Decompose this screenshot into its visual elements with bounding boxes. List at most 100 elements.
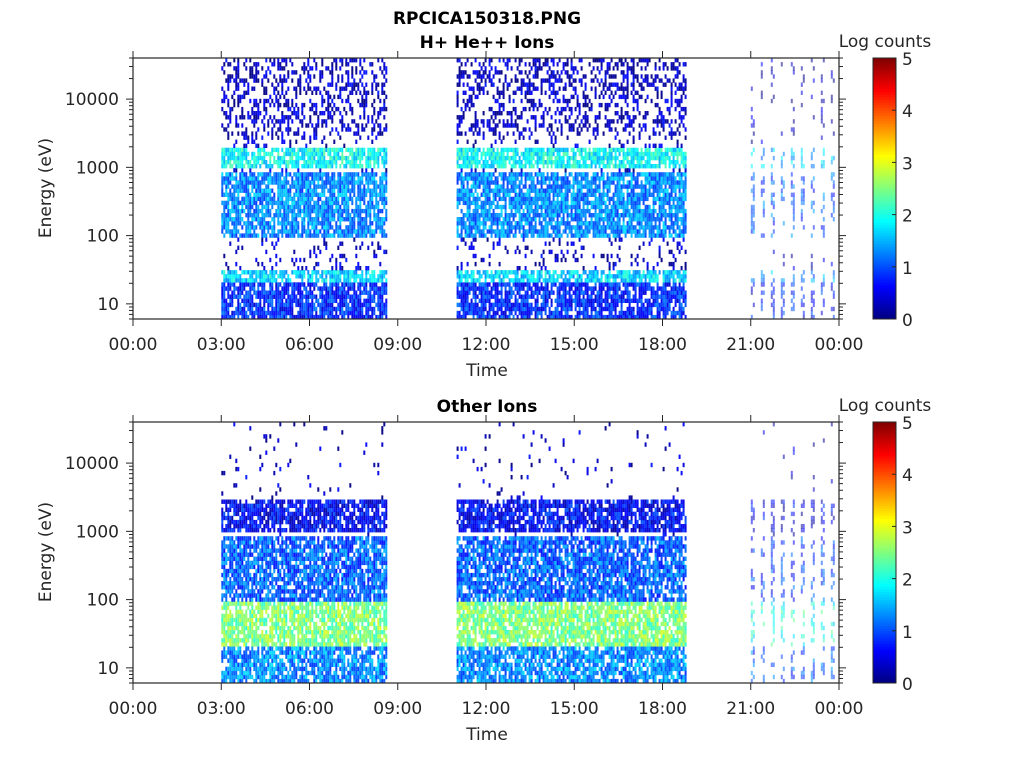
spectrogram-cell [544,217,547,222]
spectrogram-cell [349,286,352,291]
spectrogram-cell [468,106,471,112]
spectrogram-cell [293,106,296,112]
spectrogram-cell [474,180,477,185]
spectrogram-cell [277,192,280,197]
spectrogram-cell [247,294,250,299]
spectrogram-cell [313,131,316,136]
spectrogram-cell [482,135,485,140]
spectrogram-cell [303,135,306,140]
spectrogram-cell [381,192,384,197]
spectrogram-cell [251,172,254,177]
spectrogram-cell [329,225,332,230]
spectrogram-cell [351,188,354,193]
spectrogram-cell [466,282,469,287]
spectrogram-cell [560,274,563,279]
spectrogram-cell [299,204,302,210]
spectrogram-cell [351,298,354,303]
spectrogram-cell [556,310,559,316]
spectrogram-cell [257,221,260,226]
spectrogram-cell [500,160,503,165]
spectrogram-cell [291,147,294,153]
spectrogram-cell [458,274,461,279]
spectrogram-cell [502,119,505,124]
spectrogram-cell [329,196,332,202]
spectrogram-cell [564,82,567,87]
spectrogram-cell [528,282,531,287]
spectrogram-cell [514,221,517,226]
spectrogram-cell [552,184,555,189]
spectrogram-cell [488,310,491,316]
spectrogram-cell [514,111,517,116]
spectrogram-cell [325,106,328,112]
spectrogram-cell [498,172,501,177]
spectrogram-cell [524,62,527,67]
spectrogram-cell [335,62,338,67]
spectrogram-cell [383,147,386,153]
spectrogram-cell [462,192,465,197]
spectrogram-cell [379,286,382,291]
spectrogram-cell [329,115,332,120]
spectrogram-cell [261,282,264,287]
spectrogram-cell [548,290,551,295]
spectrogram-cell [492,196,495,202]
spectrogram-cell [488,229,491,234]
spectrogram-cell [496,270,499,275]
spectrogram-cell [279,204,282,210]
spectrogram-cell [241,176,244,181]
spectrogram-cell [261,221,264,226]
spectrogram-cell [291,204,294,210]
spectrogram-cell [558,237,561,242]
spectrogram-cell [273,160,276,165]
spectrogram-cell [508,290,511,295]
spectrogram-cell [558,155,561,161]
spectrogram-cell [377,298,380,303]
spectrogram-cell [261,147,264,153]
spectrogram-cell [341,196,344,202]
spectrogram-cell [383,164,386,169]
spectrogram-cell [373,233,376,238]
spectrogram-cell [492,241,495,246]
spectrogram-cell [245,302,248,308]
spectrogram-cell [476,155,479,161]
spectrogram-cell [235,249,238,255]
spectrogram-cell [287,200,290,206]
spectrogram-cell [343,172,346,177]
spectrogram-cell [524,172,527,177]
spectrogram-cell [510,286,513,291]
spectrogram-cell [315,253,318,259]
spectrogram-cell [524,82,527,87]
spectrogram-cell [323,237,326,242]
spectrogram-cell [263,180,266,185]
spectrogram-cell [552,290,555,295]
spectrogram-cell [369,302,372,308]
spectrogram-cell [347,302,350,308]
spectrogram-cell [347,160,350,165]
spectrogram-cell [470,147,473,153]
spectrogram-cell [556,221,559,226]
spectrogram-cell [281,213,284,218]
spectrogram-cell [556,217,559,222]
spectrogram-cell [460,155,463,161]
spectrogram-cell [349,172,352,177]
spectrogram-cell [498,270,501,275]
spectrogram-cell [265,143,268,148]
spectrogram-cell [526,74,529,79]
spectrogram-cell [265,106,268,112]
spectrogram-cell [544,196,547,202]
spectrogram-cell [279,78,282,83]
spectrogram-cell [478,217,481,222]
spectrogram-cell [480,86,483,91]
spectrogram-cell [345,155,348,161]
spectrogram-cell [307,176,310,181]
spectrogram-cell [287,131,290,136]
spectrogram-cell [221,123,224,128]
spectrogram-cell [498,111,501,116]
spectrogram-cell [255,135,258,140]
spectrogram-cell [373,180,376,185]
spectrogram-cell [532,147,535,153]
spectrogram-cell [456,151,459,157]
spectrogram-cell [560,196,563,202]
spectrogram-cell [512,225,515,230]
spectrogram-cell [476,196,479,202]
spectrogram-cell [474,94,477,100]
